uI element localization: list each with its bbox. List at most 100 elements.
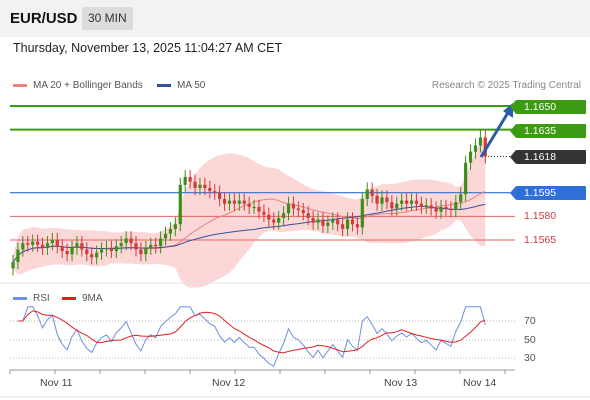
candle-body [119, 243, 123, 247]
candle-body [400, 200, 404, 204]
candle-body [336, 219, 340, 225]
candle-body [311, 217, 315, 223]
candle-body [419, 203, 423, 207]
candle-body [178, 184, 182, 225]
candle-body [70, 247, 74, 255]
rsi-level-30: 30 [524, 352, 536, 364]
x-label-nov12: Nov 12 [212, 377, 246, 389]
candle-body [478, 137, 482, 146]
candle-body [483, 137, 487, 157]
candle-body [301, 210, 305, 214]
candle-body [449, 208, 453, 211]
rsi-level-50: 50 [524, 334, 536, 346]
forecast-arrow [479, 110, 511, 158]
candle-body [316, 219, 320, 223]
candle-body [267, 214, 271, 220]
candle-body [11, 262, 15, 269]
candle-body [257, 206, 261, 212]
candle-body [296, 208, 300, 211]
candle-body [405, 200, 409, 204]
resistance-2-badge: 1.1650 [510, 100, 586, 114]
candle-body [183, 176, 187, 185]
candle-body [242, 200, 246, 204]
candle-body [26, 243, 30, 245]
candle-body [36, 241, 40, 245]
candle-body [341, 224, 345, 229]
candle-body [213, 191, 217, 193]
support-2-label: 1.1565 [524, 234, 557, 246]
candle-body [95, 252, 99, 258]
candle-body [173, 224, 177, 229]
candle-body [454, 202, 458, 211]
rsi-ma-line [17, 310, 486, 354]
candle-body [360, 199, 364, 228]
legend-rsi: RSI [13, 293, 50, 304]
candle-body [459, 194, 463, 203]
candle-body [203, 184, 207, 188]
candle-body [163, 233, 168, 239]
candle-body [124, 238, 128, 244]
candle-body [237, 200, 241, 204]
candle-body [139, 249, 143, 255]
candle-body [414, 200, 419, 204]
candle-body [375, 195, 379, 204]
candle-body [282, 213, 286, 218]
pivot-badge: 1.1595 [510, 186, 586, 200]
candle-body [345, 219, 350, 229]
current-price-badge: 1.1618 [510, 150, 586, 164]
candle-body [60, 246, 64, 252]
candle-body [65, 251, 69, 255]
candle-body [429, 205, 433, 209]
candle-body [45, 243, 50, 248]
candle-body [350, 219, 355, 225]
candle-body [154, 244, 158, 247]
candle-body [424, 205, 428, 207]
candle-body [193, 181, 197, 188]
ma20-label: MA 20 + Bollinger Bands [33, 80, 143, 91]
candle-body [114, 246, 118, 252]
candle-body [439, 206, 443, 212]
rsi-swatch [13, 296, 27, 300]
candle-body [50, 240, 54, 244]
support-1-label: 1.1580 [524, 210, 557, 222]
candle-body [395, 203, 399, 209]
candle-body [40, 244, 45, 248]
candle-body [277, 217, 281, 223]
candle-body [321, 219, 325, 226]
candle-body [380, 197, 384, 204]
candle-body [252, 206, 256, 209]
candle-body [218, 192, 222, 200]
ma50-label: MA 50 [177, 80, 206, 91]
candle-body [409, 200, 414, 204]
legend-rsi-ma: 9MA [62, 293, 103, 304]
candle-body [232, 200, 236, 204]
level-lines [10, 105, 515, 241]
candle-body [390, 202, 394, 209]
candle-body [444, 206, 448, 209]
candle-body [168, 228, 173, 234]
timeframe-badge[interactable]: 30 MIN [82, 7, 133, 30]
rsi-grid [10, 320, 515, 359]
candle-body [149, 244, 153, 248]
legend-ma20: MA 20 + Bollinger Bands [13, 80, 143, 91]
candle-body [198, 184, 202, 188]
candles [11, 130, 487, 276]
candle-body [31, 241, 35, 245]
rsi-level-70: 70 [524, 315, 536, 327]
candle-body [144, 247, 148, 255]
candle-body [104, 247, 109, 250]
ma20-swatch [13, 83, 27, 87]
rsi-label: RSI [33, 293, 50, 304]
candle-body [85, 249, 89, 255]
candle-body [134, 243, 138, 250]
legend-ma50: MA 50 [157, 80, 205, 91]
candle-body [90, 254, 94, 258]
x-axis-ticks [9, 370, 506, 374]
x-label-nov11: Nov 11 [40, 377, 73, 389]
candle-body [385, 197, 389, 203]
candle-body [370, 189, 374, 196]
candle-body [188, 176, 192, 182]
candle-body [365, 189, 369, 200]
candle-body [109, 247, 113, 252]
